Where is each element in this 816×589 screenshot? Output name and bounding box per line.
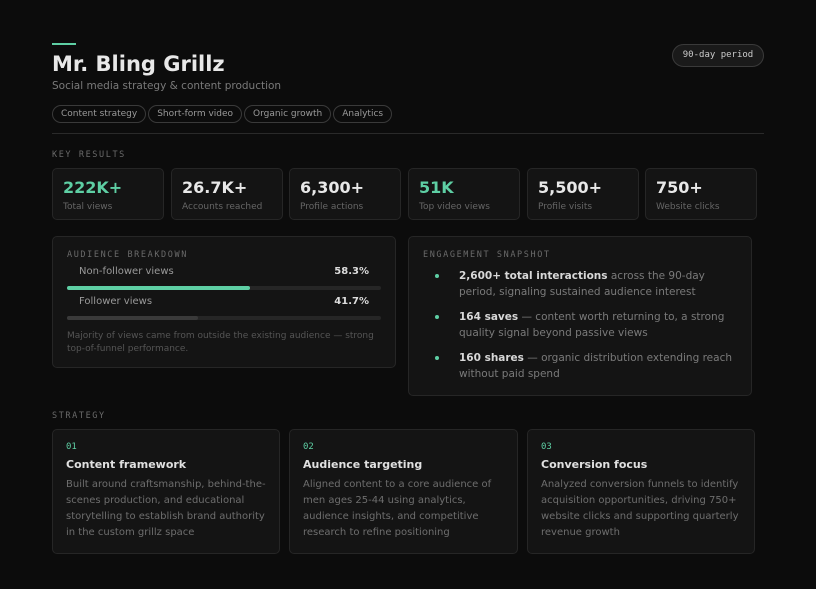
card-text: Aligned content to a core audience of me… [303,479,492,538]
bullet-text: — organic distribution extending reach w… [459,352,732,380]
bar-track [67,286,381,290]
stat-value: 26.7K+ [182,178,248,197]
bar-track [67,316,381,320]
stat-value: 222K+ [63,178,123,197]
bullet-highlight: 2,600+ total interactions [459,270,608,282]
row-name: Follower views [79,296,153,307]
bullet: 164 saves — content worth returning to, … [423,309,737,341]
stat-value: 51K [419,178,454,197]
stat-value: 6,300+ [300,178,365,197]
stat-card: 6,300+ Profile actions [289,168,401,220]
bullet-highlight: 160 shares [459,352,524,364]
tag: Content strategy [52,105,147,123]
card-number: 02 [303,442,314,452]
card-title: Content framework [66,458,187,471]
section-label: STRATEGY [52,411,106,421]
bullet-text: across the 90-day period, signaling sust… [459,270,705,298]
tag: Short-form video [148,105,243,123]
audience-rows: Non-follower views 58.3% Follower views 41.… [67,266,381,326]
stat-card: 5,500+ Profile visits [527,168,639,220]
audience-row: Follower views 41.7% [67,296,381,326]
strategy-card: 01 Content framework Built around craftsma… [52,429,280,554]
bullet-highlight: 164 saves [459,311,519,323]
panel-label: AUDIENCE BREAKDOWN [67,250,188,260]
card-text: Analyzed conversion funnels to identify … [541,479,739,538]
strategy-card: 03 Conversion focus Analyzed conversion fu… [527,429,755,554]
bar-fill [67,286,251,290]
accent-line [52,43,76,45]
divider [52,133,764,134]
title: Mr. Bling Grillz [52,52,225,76]
strategy-card: 02 Audience targeting Aligned content to a… [289,429,518,554]
tag: Organic growth [244,105,332,123]
stat-label: Total views [63,202,113,212]
subtitle: Social media strategy & content producti… [52,80,282,92]
note: Majority of views came from outside the … [67,331,374,354]
stat-label: Top video views [419,202,490,212]
row-name: Non-follower views [79,266,174,277]
row-value: 41.7% [334,296,369,307]
stat-card: 222K+ Total views [52,168,164,220]
bullet: 160 shares — organic distribution extend… [423,350,737,382]
stat-card: 750+ Website clicks [645,168,757,220]
card-text: Built around craftsmanship, behind-the-s… [66,479,266,538]
period-badge: 90-day period [672,44,764,67]
bar-fill [67,316,198,320]
stat-label: Accounts reached [182,202,263,212]
card-title: Audience targeting [303,458,423,471]
stat-value: 5,500+ [538,178,603,197]
card-title: Conversion focus [541,458,648,471]
card-number: 03 [541,442,552,452]
section-label: KEY RESULTS [52,150,126,160]
audience-panel: AUDIENCE BREAKDOWN Non-follower views 58.… [52,236,396,368]
stat-card: 51K Top video views [408,168,520,220]
stat-value: 750+ [656,178,703,197]
tag: Analytics [333,105,393,123]
stat-label: Profile actions [300,202,364,212]
card-number: 01 [66,442,77,452]
audience-row: Non-follower views 58.3% [67,266,381,296]
panel-label: ENGAGEMENT SNAPSHOT [423,250,551,260]
stat-label: Profile visits [538,202,593,212]
bullet-text: — content worth returning to, a strong q… [459,311,725,339]
stat-card: 26.7K+ Accounts reached [171,168,283,220]
engagement-panel: ENGAGEMENT SNAPSHOT 2,600+ total interac… [408,236,752,396]
bullet: 2,600+ total interactions across the 90-… [423,268,737,300]
engagement-list: 2,600+ total interactions across the 90-… [423,268,737,382]
tags: Content strategy Short-form video Organic … [52,101,394,123]
stat-label: Website clicks [656,202,720,212]
row-value: 58.3% [334,266,369,277]
